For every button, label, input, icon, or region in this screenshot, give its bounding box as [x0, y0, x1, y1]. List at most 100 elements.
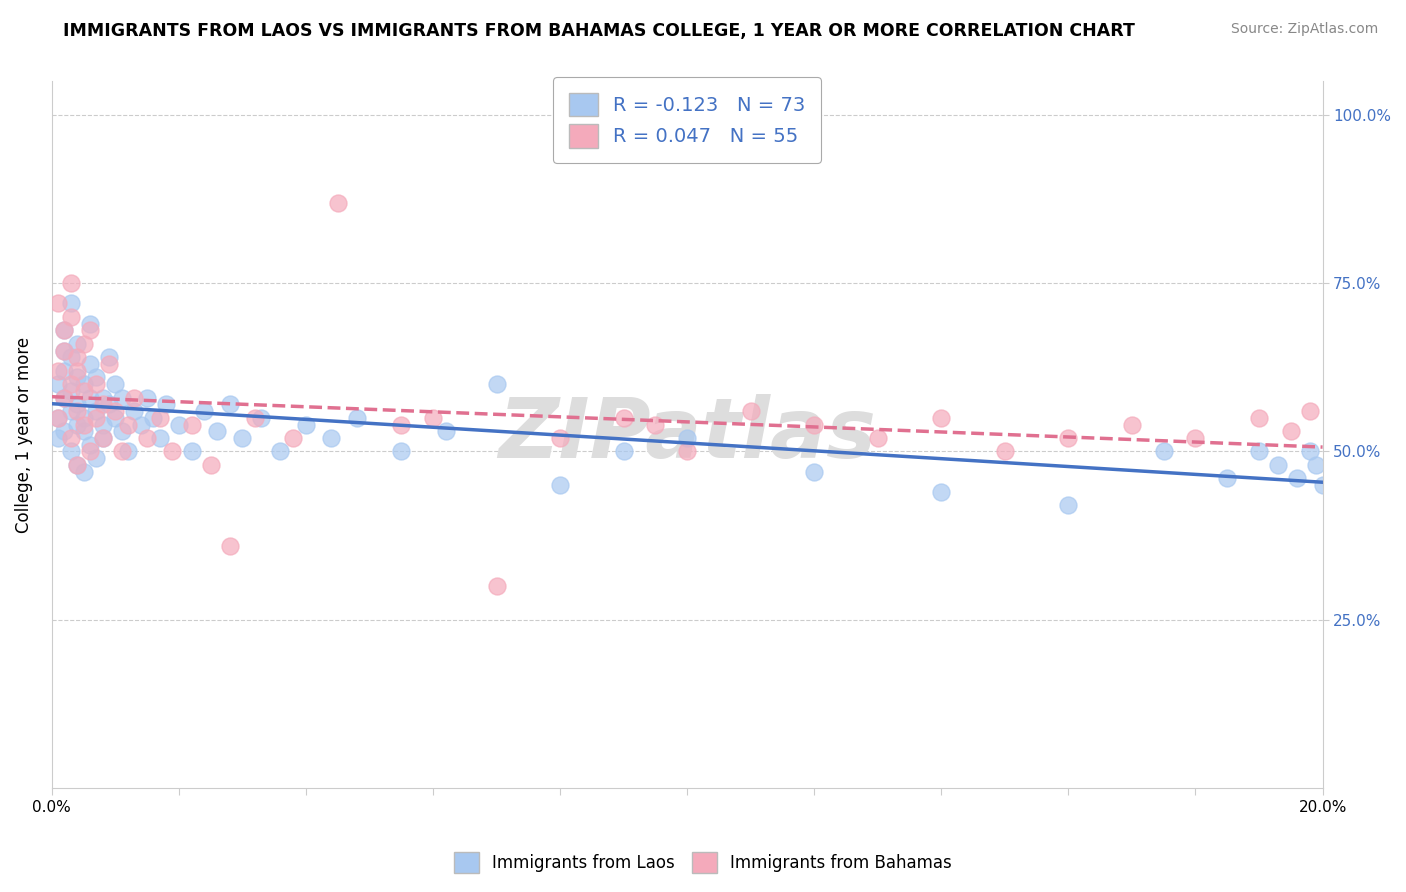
Point [66, 364, 89, 378]
Legend: R = -0.123   N = 73, R = 0.047   N = 55: R = -0.123 N = 73, R = 0.047 N = 55 [553, 77, 821, 163]
Legend: Immigrants from Laos, Immigrants from Bahamas: Immigrants from Laos, Immigrants from Ba… [447, 846, 959, 880]
Point [84, 404, 107, 418]
Point [124, 404, 146, 418]
Point [117, 417, 139, 432]
Point [1057, 431, 1080, 445]
Point [59, 277, 82, 291]
Point [72, 424, 94, 438]
Point [613, 444, 636, 458]
Point [66, 417, 89, 432]
Point [59, 444, 82, 458]
Point [59, 310, 82, 324]
Point [803, 417, 825, 432]
Point [389, 417, 412, 432]
Point [389, 444, 412, 458]
Point [1121, 417, 1143, 432]
Point [485, 377, 508, 392]
Point [193, 404, 215, 418]
Point [104, 410, 127, 425]
Point [613, 410, 636, 425]
Text: IMMIGRANTS FROM LAOS VS IMMIGRANTS FROM BAHAMAS COLLEGE, 1 YEAR OR MORE CORRELAT: IMMIGRANTS FROM LAOS VS IMMIGRANTS FROM … [63, 22, 1135, 40]
Point [422, 410, 444, 425]
Point [59, 296, 82, 310]
Point [79, 438, 101, 452]
Point [180, 417, 202, 432]
Point [1299, 444, 1322, 458]
Point [866, 431, 889, 445]
Point [218, 539, 240, 553]
Point [66, 458, 89, 472]
Point [346, 410, 368, 425]
Point [994, 444, 1017, 458]
Point [167, 417, 190, 432]
Point [129, 417, 152, 432]
Point [72, 377, 94, 392]
Point [1153, 444, 1175, 458]
Point [676, 444, 699, 458]
Point [79, 391, 101, 405]
Point [66, 336, 89, 351]
Point [79, 357, 101, 371]
Point [155, 397, 177, 411]
Text: Source: ZipAtlas.com: Source: ZipAtlas.com [1230, 22, 1378, 37]
Point [1057, 498, 1080, 512]
Point [931, 410, 953, 425]
Point [162, 444, 184, 458]
Point [91, 417, 114, 432]
Point [59, 351, 82, 365]
Point [434, 424, 457, 438]
Point [72, 410, 94, 425]
Point [66, 370, 89, 384]
Point [59, 384, 82, 398]
Point [180, 444, 202, 458]
Point [205, 424, 228, 438]
Point [1184, 431, 1206, 445]
Point [1279, 424, 1302, 438]
Point [53, 343, 76, 358]
Point [46, 410, 69, 425]
Point [72, 336, 94, 351]
Point [200, 458, 222, 472]
Point [111, 424, 134, 438]
Point [84, 370, 107, 384]
Point [53, 424, 76, 438]
Point [53, 323, 76, 337]
Point [1247, 410, 1270, 425]
Point [91, 391, 114, 405]
Point [66, 458, 89, 472]
Point [79, 323, 101, 337]
Point [46, 377, 69, 392]
Point [1299, 404, 1322, 418]
Point [149, 431, 172, 445]
Point [72, 417, 94, 432]
Point [1267, 458, 1289, 472]
Point [149, 410, 172, 425]
Point [104, 377, 127, 392]
Point [931, 484, 953, 499]
Point [66, 351, 89, 365]
Point [676, 431, 699, 445]
Point [91, 431, 114, 445]
Point [117, 444, 139, 458]
Point [136, 431, 159, 445]
Point [72, 384, 94, 398]
Point [46, 364, 69, 378]
Point [79, 444, 101, 458]
Point [283, 431, 305, 445]
Point [231, 431, 253, 445]
Point [66, 404, 89, 418]
Point [740, 404, 762, 418]
Point [59, 431, 82, 445]
Point [59, 377, 82, 392]
Point [53, 364, 76, 378]
Point [1247, 444, 1270, 458]
Point [548, 478, 571, 492]
Point [270, 444, 292, 458]
Point [644, 417, 666, 432]
Point [111, 444, 134, 458]
Point [53, 391, 76, 405]
Point [243, 410, 266, 425]
Point [803, 465, 825, 479]
Point [53, 323, 76, 337]
Point [218, 397, 240, 411]
